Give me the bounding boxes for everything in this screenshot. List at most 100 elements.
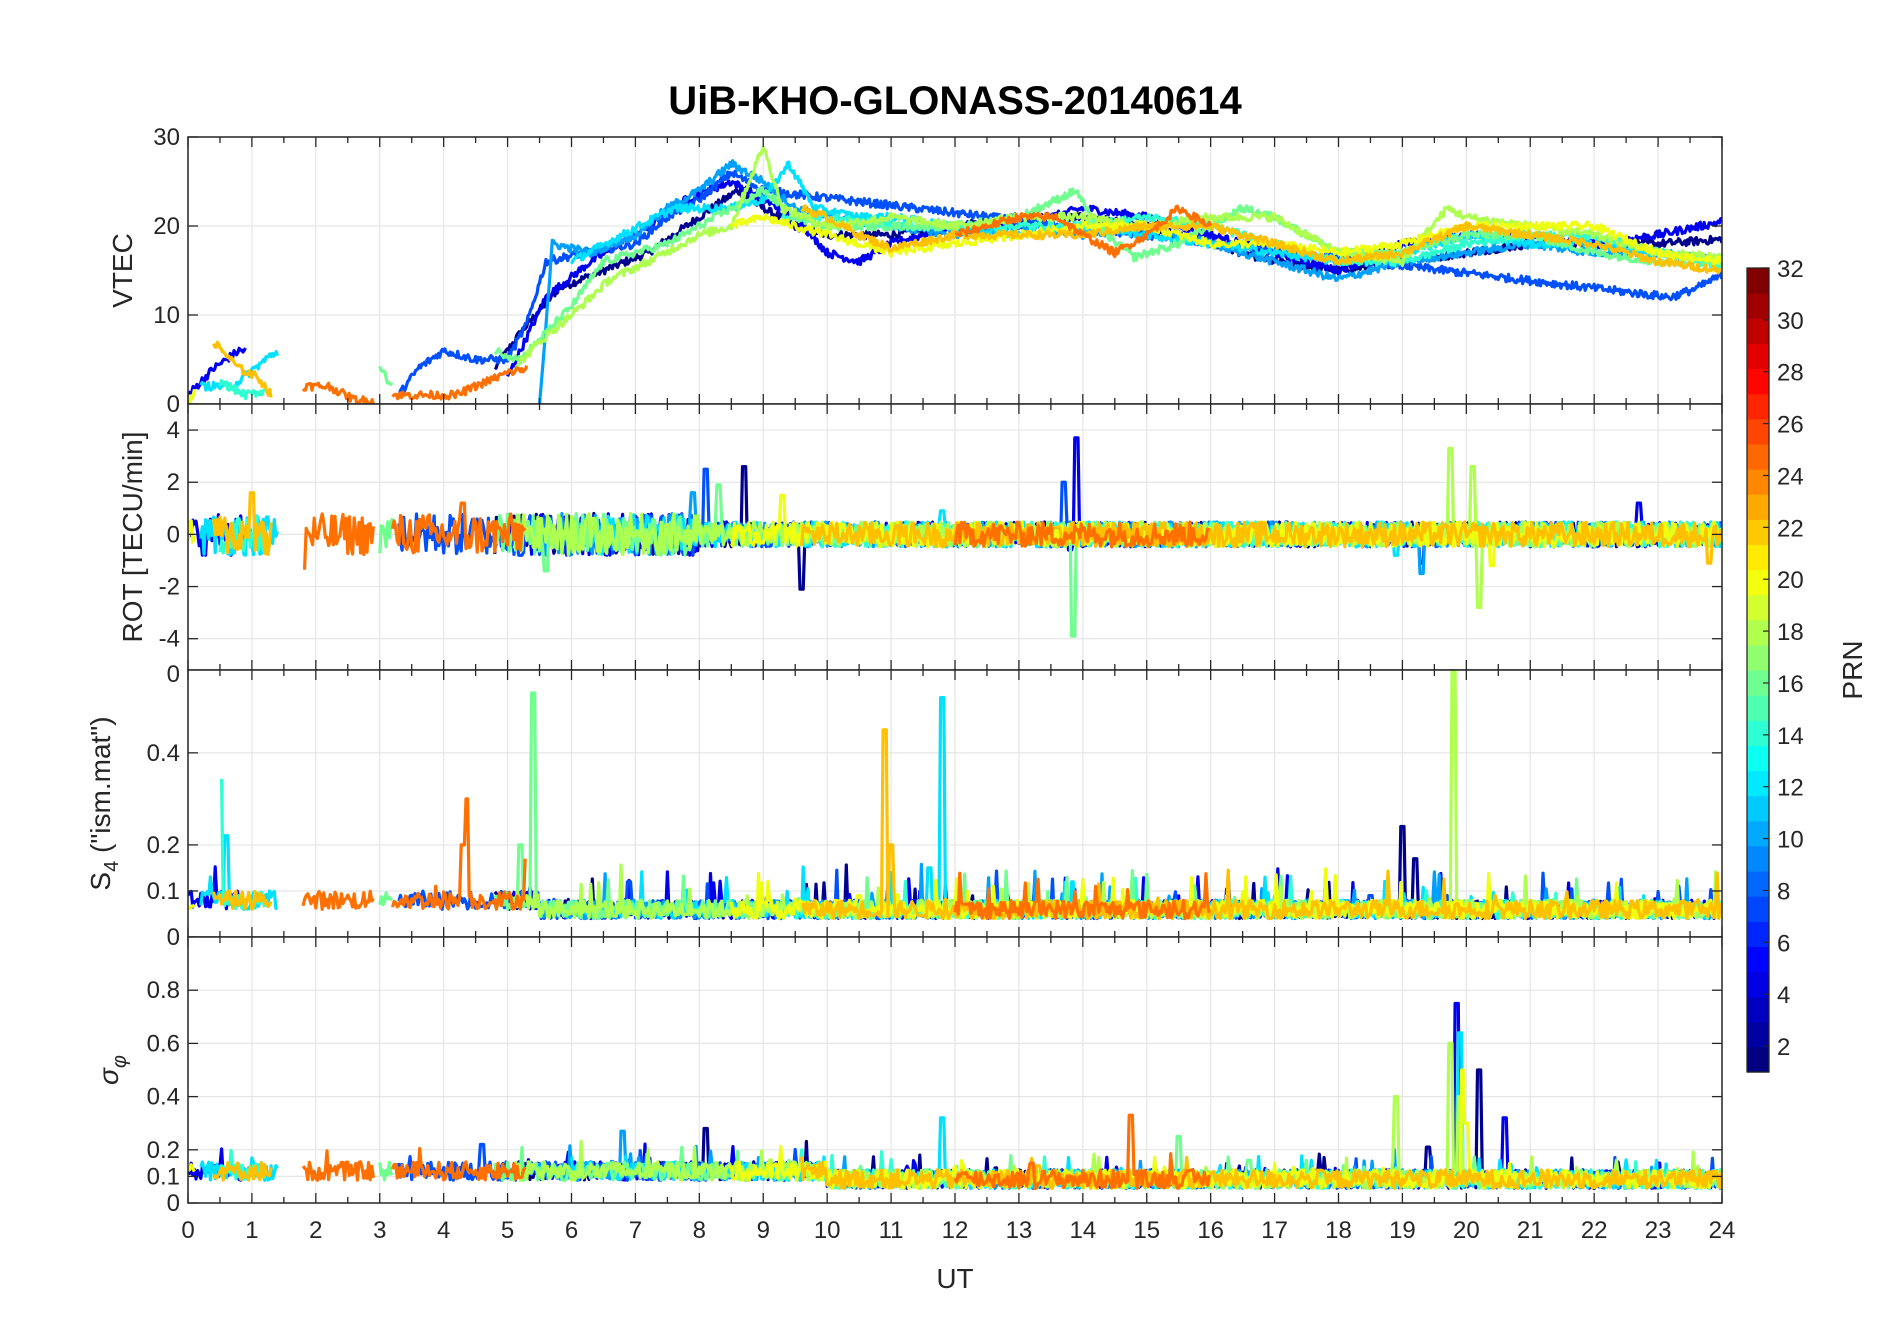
colorbar-segment: [1747, 594, 1769, 621]
x-tick-label: 23: [1645, 1217, 1672, 1244]
colorbar-segment: [1747, 670, 1769, 696]
colorbar-segment: [1747, 343, 1769, 370]
x-tick-label: 4: [437, 1217, 450, 1244]
y-tick-label: 0.2: [147, 832, 180, 859]
series-line-prn-14: [218, 379, 266, 401]
series-group: [188, 146, 1722, 404]
colorbar-segment: [1747, 519, 1769, 545]
colorbar-segment: [1747, 720, 1769, 746]
y-tick-label: 0.1: [147, 878, 180, 905]
x-tick-label: 9: [757, 1217, 770, 1244]
x-tick-label: 10: [814, 1217, 841, 1244]
x-tick-label: 11: [879, 1217, 904, 1244]
x-tick-label: 3: [373, 1217, 386, 1244]
series-line-prn-16: [378, 365, 394, 387]
colorbar-segment: [1747, 695, 1769, 721]
series-line-prn-22: [212, 889, 273, 911]
colorbar-label: PRN: [1837, 640, 1868, 699]
x-tick-label: 22: [1581, 1217, 1608, 1244]
series-line-prn-16: [378, 517, 394, 554]
colorbar-segment: [1747, 644, 1769, 671]
colorbar-segment: [1747, 971, 1769, 998]
colorbar-segment: [1747, 1021, 1769, 1048]
series-line-prn-22: [212, 491, 273, 557]
ylabel-sub: φ: [109, 1055, 131, 1068]
series-group: [188, 436, 1722, 638]
colorbar-segment: [1747, 469, 1769, 495]
colorbar-segment: [1747, 896, 1769, 922]
series-line-prn-24: [303, 512, 375, 570]
y-tick-label: 10: [153, 302, 180, 329]
series-line-prn-24: [954, 204, 1213, 259]
colorbar-tick-label: 20: [1777, 567, 1804, 594]
colorbar-segment: [1747, 268, 1769, 294]
series-line-prn-24: [390, 1146, 527, 1182]
x-tick-label: 6: [565, 1217, 578, 1244]
x-tick-label: 16: [1197, 1217, 1224, 1244]
y-tick-label: 0.6: [147, 1030, 180, 1057]
series-line-prn-16: [378, 1160, 394, 1182]
colorbar-tick-label: 8: [1777, 878, 1790, 905]
colorbar-tick-label: 10: [1777, 827, 1804, 854]
colorbar-segment: [1747, 820, 1769, 847]
series-line-prn-24: [390, 501, 527, 555]
series-line-prn-24: [301, 889, 375, 911]
series-line-prn-24: [953, 520, 1211, 549]
x-tick-label: 15: [1133, 1217, 1160, 1244]
series-line-prn-20: [188, 388, 196, 404]
series-line-prn-22: [212, 1161, 273, 1182]
y-tick-label: 0.4: [147, 1084, 180, 1111]
x-axis-label: UT: [936, 1263, 973, 1294]
colorbar-segment: [1747, 443, 1769, 470]
y-axis-label-s4: S4 ("ism.mat"): [85, 716, 123, 890]
colorbar-segment: [1747, 494, 1769, 520]
colorbar-tick-label: 2: [1777, 1034, 1790, 1061]
y-tick-label: 4: [167, 417, 180, 444]
colorbar-segment: [1747, 871, 1769, 897]
series-line-prn-22: [800, 204, 1722, 275]
y-tick-label: 0: [167, 391, 180, 418]
x-tick-label: 14: [1069, 1217, 1096, 1244]
ylabel-main: σ: [93, 1067, 124, 1085]
series-line-prn-24: [391, 365, 529, 401]
series-line-prn-12: [199, 350, 280, 392]
x-tick-label: 24: [1709, 1217, 1736, 1244]
colorbar-segment: [1747, 946, 1769, 973]
x-tick-label: 1: [245, 1217, 258, 1244]
x-tick-label: 21: [1517, 1217, 1544, 1244]
x-tick-label: 0: [181, 1217, 194, 1244]
colorbar-segment: [1747, 569, 1769, 596]
colorbar-segment: [1747, 393, 1769, 420]
x-tick-label: 2: [309, 1217, 322, 1244]
colorbar-tick-label: 24: [1777, 463, 1804, 490]
series-group: [188, 1001, 1722, 1190]
panel-s4: 0 0.1 0.2 0.4 0 S4 ("ism.mat"): [85, 661, 1723, 951]
colorbar-tick-label: 14: [1777, 723, 1804, 750]
series-group: [188, 670, 1722, 921]
colorbar-tick-label: 4: [1777, 982, 1790, 1009]
grid: [187, 670, 1723, 938]
colorbar-segment: [1747, 795, 1769, 822]
colorbar-segment: [1747, 293, 1769, 319]
ylabel-sub: 4: [101, 861, 123, 872]
colorbar-tick-label: 6: [1777, 930, 1790, 957]
y-tick-label: 0: [167, 1190, 180, 1217]
y-tick-label: 0: [167, 521, 180, 548]
x-tick-label: 12: [942, 1217, 969, 1244]
y-tick-label: 0.8: [147, 977, 180, 1004]
series-line-prn-4: [188, 346, 247, 395]
y-axis-label-sigma: σφ: [93, 1055, 131, 1085]
colorbar-segment: [1747, 921, 1769, 947]
y-axis-label-rot: ROT [TECU/min]: [117, 431, 148, 642]
y-tick-label: -4: [159, 626, 180, 653]
y-tick-label: -2: [159, 574, 180, 601]
colorbar-segment: [1747, 745, 1769, 772]
x-tick-label: 19: [1389, 1217, 1416, 1244]
colorbar-segment: [1747, 770, 1769, 797]
colorbar-tick-label: 18: [1777, 619, 1804, 646]
colorbar-tick-label: 16: [1777, 671, 1804, 698]
colorbar-segment: [1747, 1046, 1769, 1073]
colorbar-tick-label: 32: [1777, 256, 1804, 283]
